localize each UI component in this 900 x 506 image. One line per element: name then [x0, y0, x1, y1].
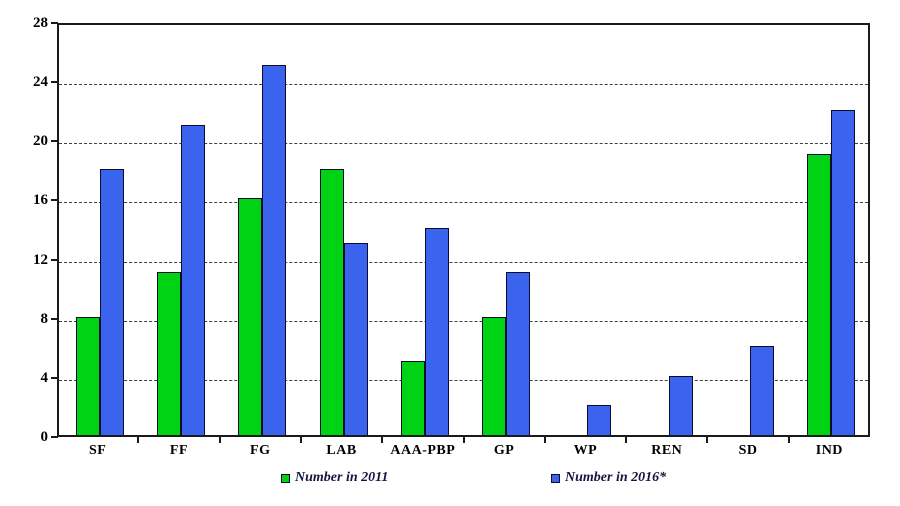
gridline-8 — [59, 320, 868, 322]
legend-label-2016: Number in 2016* — [565, 470, 667, 485]
bar-LAB-2011 — [319, 168, 344, 435]
legend-item-2011: Number in 2011 — [281, 470, 388, 486]
x-axis-boundary-tick — [218, 437, 221, 443]
y-axis-tick-label-8: 8 — [40, 310, 49, 327]
bar-AAA-PBP-2011 — [400, 361, 425, 435]
x-axis-category-label-LAB: LAB — [326, 443, 357, 458]
y-axis-tick-label-0: 0 — [40, 429, 49, 445]
bar-SD-2016 — [750, 346, 775, 435]
x-axis-category-label-WP: WP — [573, 443, 598, 458]
bar-REN-2016 — [668, 375, 693, 435]
bar-FG-2016 — [262, 65, 287, 435]
y-axis-tick-label-4: 4 — [40, 369, 49, 386]
y-axis-tick-0 — [51, 436, 58, 438]
bar-FG-2011 — [238, 198, 263, 435]
bar-SF-2011 — [75, 316, 100, 435]
bar-AAA-PBP-2016 — [424, 228, 449, 435]
y-axis-tick-12 — [51, 258, 58, 261]
legend-marker-2011-icon — [281, 473, 290, 483]
y-axis-tick-label-24: 24 — [33, 74, 48, 91]
gridline-12 — [59, 261, 868, 263]
x-axis-boundary-tick — [462, 437, 465, 443]
x-axis-category-label-AAA-PBP: AAA-PBP — [390, 443, 456, 458]
bar-GP-2016 — [506, 272, 531, 435]
y-axis-tick-16 — [51, 199, 58, 202]
y-axis-tick-20 — [51, 140, 58, 143]
x-axis-boundary-tick — [543, 437, 546, 443]
x-axis-category-label-SD: SD — [738, 443, 758, 458]
bar-FF-2011 — [156, 272, 181, 435]
x-axis-boundary-tick — [787, 437, 790, 443]
legend-label-2011: Number in 2011 — [295, 470, 389, 485]
legend-item-2016: Number in 2016* — [551, 470, 666, 486]
x-axis-category-label-REN: REN — [651, 443, 683, 458]
bar-WP-2016 — [587, 405, 612, 435]
bar-IND-2011 — [807, 154, 832, 435]
x-axis-category-label-FF: FF — [169, 443, 188, 458]
x-axis-boundary-tick — [299, 437, 302, 443]
x-axis-category-label-FG: FG — [250, 443, 271, 458]
bar-GP-2011 — [482, 316, 507, 435]
x-axis-category-label-SF: SF — [88, 443, 107, 458]
y-axis-tick-4 — [51, 376, 58, 379]
gridline-4 — [59, 379, 868, 381]
bar-FF-2016 — [180, 124, 205, 435]
x-axis-boundary-tick — [381, 437, 384, 443]
gridline-20 — [59, 143, 868, 145]
bar-IND-2016 — [831, 109, 856, 435]
y-axis-tick-8 — [51, 317, 58, 320]
legend-marker-2016-icon — [551, 473, 560, 483]
y-axis-tick-label-28: 28 — [33, 15, 48, 31]
x-axis-category-label-GP: GP — [493, 443, 515, 458]
x-axis-category-label-IND: IND — [815, 443, 843, 458]
bar-LAB-2016 — [343, 242, 368, 435]
y-axis-tick-label-20: 20 — [33, 133, 48, 150]
plot-area — [57, 23, 870, 437]
y-axis-tick-label-16: 16 — [33, 192, 48, 209]
bar-SF-2016 — [99, 168, 124, 435]
gridline-16 — [59, 202, 868, 204]
gridline-24 — [59, 84, 868, 86]
y-axis-tick-28 — [51, 22, 58, 24]
y-axis-tick-24 — [51, 81, 58, 84]
x-axis-boundary-tick — [137, 437, 140, 443]
x-axis-boundary-tick — [706, 437, 709, 443]
y-axis-tick-label-12: 12 — [33, 251, 48, 268]
x-axis-boundary-tick — [625, 437, 628, 443]
